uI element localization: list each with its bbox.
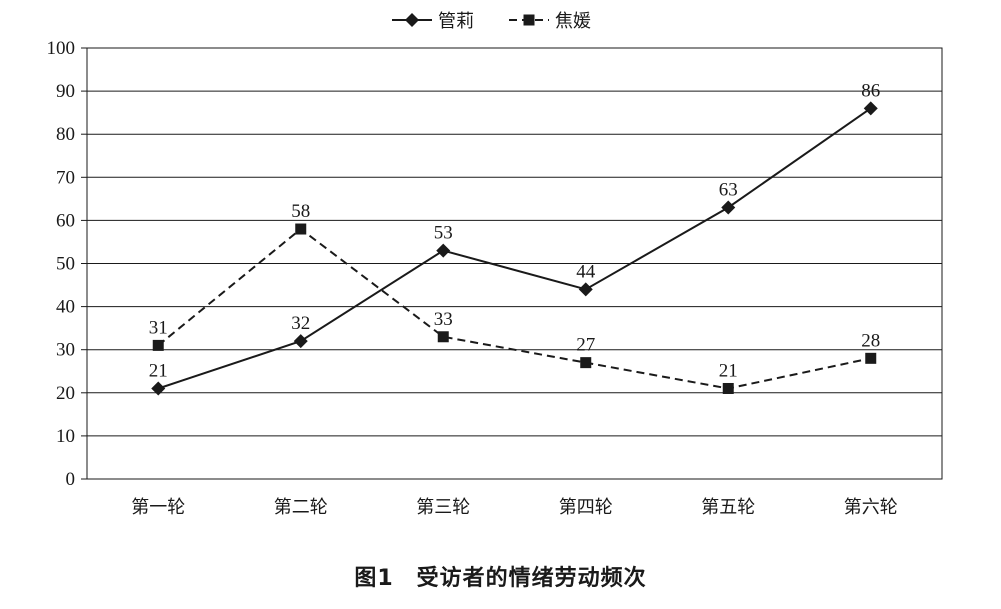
diamond-marker <box>405 13 419 27</box>
y-tick-label: 40 <box>56 297 75 318</box>
diamond-marker <box>436 243 451 258</box>
square-marker <box>152 339 164 351</box>
data-label: 33 <box>434 309 453 330</box>
square-marker <box>722 382 734 394</box>
legend-label: 焦媛 <box>555 11 591 32</box>
y-tick-label: 50 <box>56 254 75 275</box>
diamond-marker <box>578 282 593 297</box>
y-tick-label: 100 <box>47 38 76 59</box>
data-label: 28 <box>861 330 880 351</box>
data-label: 53 <box>434 223 453 244</box>
x-tick-label: 第三轮 <box>416 497 470 518</box>
x-tick-label: 第五轮 <box>701 497 755 518</box>
diamond-marker <box>863 101 878 116</box>
square-marker <box>523 14 535 26</box>
data-label: 21 <box>719 360 738 381</box>
data-label: 32 <box>291 313 310 334</box>
y-tick-label: 20 <box>56 383 75 404</box>
data-label: 86 <box>861 80 880 101</box>
y-tick-label: 10 <box>56 426 75 447</box>
series-line <box>157 227 871 390</box>
data-label: 27 <box>576 335 595 356</box>
diamond-marker <box>293 334 308 349</box>
x-tick-label: 第六轮 <box>844 497 898 518</box>
x-tick-label: 第二轮 <box>274 497 328 518</box>
square-marker <box>580 357 592 369</box>
data-label: 31 <box>149 317 168 338</box>
x-tick-label: 第四轮 <box>559 497 613 518</box>
series-line <box>157 107 872 390</box>
x-axis-ticks: 第一轮 第二轮 第三轮 第四轮 第五轮 第六轮 <box>131 497 898 518</box>
line-chart: 管莉 焦媛 0 10 20 30 40 50 60 70 80 90 100 第一轮 第二轮 第三轮 第四轮… <box>47 11 943 518</box>
y-axis-ticks: 0 10 20 30 40 50 60 70 80 90 100 <box>47 38 87 490</box>
y-tick-label: 70 <box>56 167 75 188</box>
series-2: 31 58 33 27 21 28 <box>149 201 880 394</box>
y-tick-label: 80 <box>56 124 75 145</box>
y-tick-label: 0 <box>66 469 76 490</box>
square-marker <box>865 352 877 364</box>
legend-item-1: 管莉 <box>392 11 474 32</box>
y-tick-label: 30 <box>56 340 75 361</box>
grid-lines <box>87 90 942 437</box>
legend-item-2: 焦媛 <box>509 11 591 32</box>
figure-caption: 图1 受访者的情绪劳动频次 <box>354 566 647 591</box>
square-marker <box>437 331 449 343</box>
legend-label: 管莉 <box>438 11 474 32</box>
chart-legend: 管莉 焦媛 <box>392 11 591 32</box>
data-label: 63 <box>719 179 738 200</box>
data-label: 44 <box>576 261 596 282</box>
series-1: 21 32 53 44 63 86 <box>149 80 880 396</box>
data-label: 21 <box>149 360 168 381</box>
data-label: 58 <box>291 201 310 222</box>
series-layer: 21 32 53 44 63 86 31 58 33 27 21 28 <box>149 80 880 396</box>
y-tick-label: 60 <box>56 210 75 231</box>
diamond-marker <box>721 200 736 215</box>
square-marker <box>295 223 307 235</box>
diamond-marker <box>151 381 166 396</box>
x-tick-label: 第一轮 <box>131 497 185 518</box>
y-tick-label: 90 <box>56 81 75 102</box>
